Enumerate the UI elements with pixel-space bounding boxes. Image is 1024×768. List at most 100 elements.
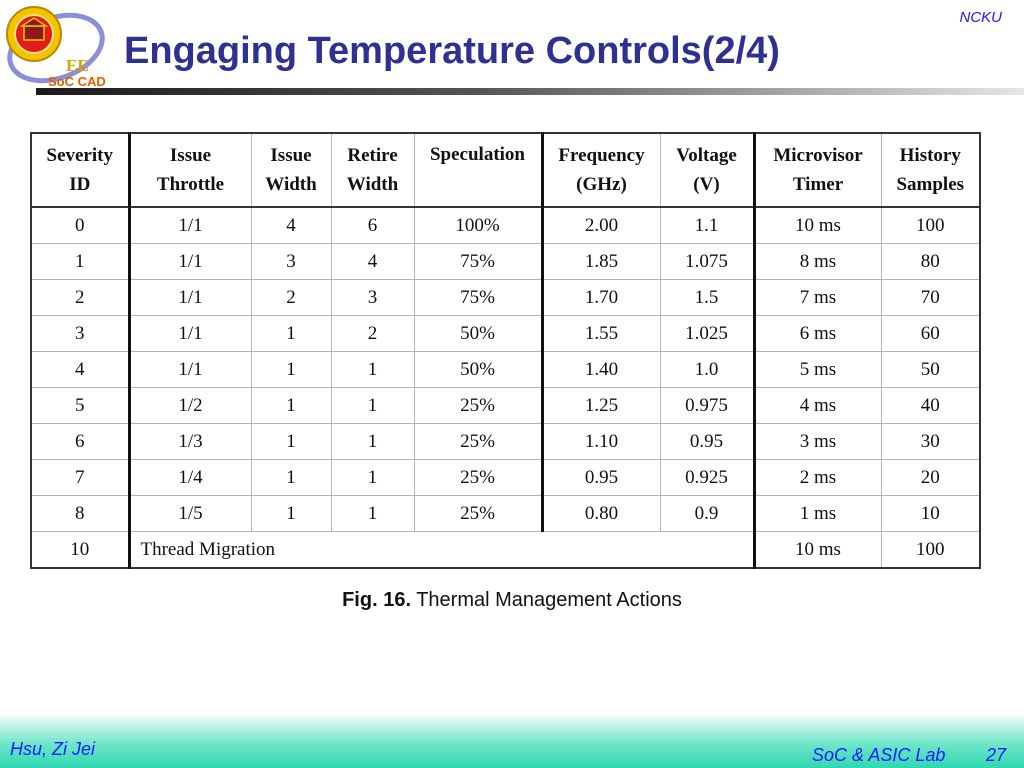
cell-severity-id: 0 [30,206,131,244]
table-row: 1 1/1 3 4 75% 1.85 1.075 8 ms 80 [30,243,981,280]
thermal-actions-table: Severity ID Issue Throttle Issue Width Reti… [30,132,981,569]
footer-author: Hsu, Zi Jei [10,739,96,759]
cell-frequency: 0.80 [541,495,661,532]
cell-voltage: 1.075 [659,243,756,280]
cell-issue-width: 1 [250,315,332,352]
cell-retire-width: 1 [330,459,415,496]
logo-emblem-icon [6,6,105,84]
cell-microvisor-timer: 4 ms [753,387,882,424]
header-microvisor-timer: Microvisor Timer [753,132,882,208]
org-label: NCKU [959,9,1002,26]
cell-speculation: 25% [413,423,544,460]
cell-history-samples: 10 [880,495,981,532]
cell-issue-throttle: 1/1 [128,279,252,316]
cell-severity-id: 3 [30,315,131,352]
cell-frequency: 1.10 [541,423,661,460]
cell-issue-throttle: 1/1 [128,351,252,388]
cell-speculation: 50% [413,351,544,388]
cell-microvisor-timer: 8 ms [753,243,882,280]
header-voltage: Voltage (V) [659,132,756,208]
footer-band [0,714,1024,768]
cell-speculation: 75% [413,279,544,316]
cell-history-samples: 100 [880,531,981,569]
cell-issue-throttle: 1/5 [128,495,252,532]
header-history-samples: History Samples [880,132,981,208]
header-issue-width: Issue Width [250,132,332,208]
cell-issue-throttle: 1/1 [128,315,252,352]
cell-issue-throttle: 1/4 [128,459,252,496]
cell-issue-throttle: 1/1 [128,206,252,244]
cell-severity-id: 6 [30,423,131,460]
cell-history-samples: 70 [880,279,981,316]
cell-issue-width: 1 [250,495,332,532]
cell-severity-id: 10 [30,531,131,569]
cell-issue-width: 4 [250,206,332,244]
cell-microvisor-timer: 10 ms [753,206,882,244]
title-divider [36,88,1024,95]
slide-number: 27 [986,745,1007,765]
cell-severity-id: 1 [30,243,131,280]
cell-history-samples: 30 [880,423,981,460]
header-severity-id: Severity ID [30,132,131,208]
cell-retire-width: 1 [330,387,415,424]
cell-speculation: 50% [413,315,544,352]
cell-issue-width: 1 [250,459,332,496]
cell-speculation: 75% [413,243,544,280]
cell-frequency: 0.95 [541,459,661,496]
logo-soc-cad-text: SoC CAD [48,74,106,89]
cell-voltage: 0.975 [659,387,756,424]
cell-issue-width: 1 [250,423,332,460]
cell-retire-width: 2 [330,315,415,352]
cell-retire-width: 4 [330,243,415,280]
cell-issue-width: 2 [250,279,332,316]
figure-caption-text: Thermal Management Actions [416,589,682,611]
cell-thread-migration: Thread Migration [128,531,756,569]
cell-voltage: 1.0 [659,351,756,388]
cell-severity-id: 2 [30,279,131,316]
table-row: 7 1/4 1 1 25% 0.95 0.925 2 ms 20 [30,459,981,496]
table-row: 2 1/1 2 3 75% 1.70 1.5 7 ms 70 [30,279,981,316]
cell-microvisor-timer: 6 ms [753,315,882,352]
header-issue-throttle: Issue Throttle [128,132,252,208]
cell-speculation: 25% [413,459,544,496]
cell-severity-id: 4 [30,351,131,388]
cell-issue-width: 1 [250,351,332,388]
table-row: 8 1/5 1 1 25% 0.80 0.9 1 ms 10 [30,495,981,532]
cell-issue-throttle: 1/3 [128,423,252,460]
cell-voltage: 0.9 [659,495,756,532]
header-speculation: Speculation [413,132,544,208]
cell-retire-width: 1 [330,351,415,388]
cell-frequency: 1.25 [541,387,661,424]
table-row-migration: 10 Thread Migration 10 ms 100 [30,531,981,569]
cell-speculation: 25% [413,387,544,424]
table-row: 5 1/2 1 1 25% 1.25 0.975 4 ms 40 [30,387,981,424]
cell-issue-width: 3 [250,243,332,280]
cell-issue-throttle: 1/1 [128,243,252,280]
cell-history-samples: 20 [880,459,981,496]
cell-history-samples: 60 [880,315,981,352]
cell-history-samples: 40 [880,387,981,424]
header-frequency: Frequency (GHz) [541,132,661,208]
cell-microvisor-timer: 7 ms [753,279,882,316]
logo-ee-text: EE [66,56,89,75]
cell-voltage: 0.95 [659,423,756,460]
cell-frequency: 1.55 [541,315,661,352]
cell-voltage: 1.1 [659,206,756,244]
cell-history-samples: 50 [880,351,981,388]
cell-microvisor-timer: 10 ms [753,531,882,569]
ee-soc-cad-logo: EE SoC CAD [4,4,110,89]
cell-issue-throttle: 1/2 [128,387,252,424]
table-row: 0 1/1 4 6 100% 2.00 1.1 10 ms 100 [30,206,981,244]
cell-severity-id: 5 [30,387,131,424]
cell-history-samples: 80 [880,243,981,280]
figure-label: Fig. 16. [342,589,411,611]
figure-caption: Fig. 16. Thermal Management Actions [0,589,1024,612]
cell-speculation: 100% [413,206,544,244]
cell-voltage: 1.5 [659,279,756,316]
cell-retire-width: 3 [330,279,415,316]
table-row: 3 1/1 1 2 50% 1.55 1.025 6 ms 60 [30,315,981,352]
cell-retire-width: 1 [330,423,415,460]
cell-issue-width: 1 [250,387,332,424]
cell-history-samples: 100 [880,206,981,244]
cell-microvisor-timer: 5 ms [753,351,882,388]
